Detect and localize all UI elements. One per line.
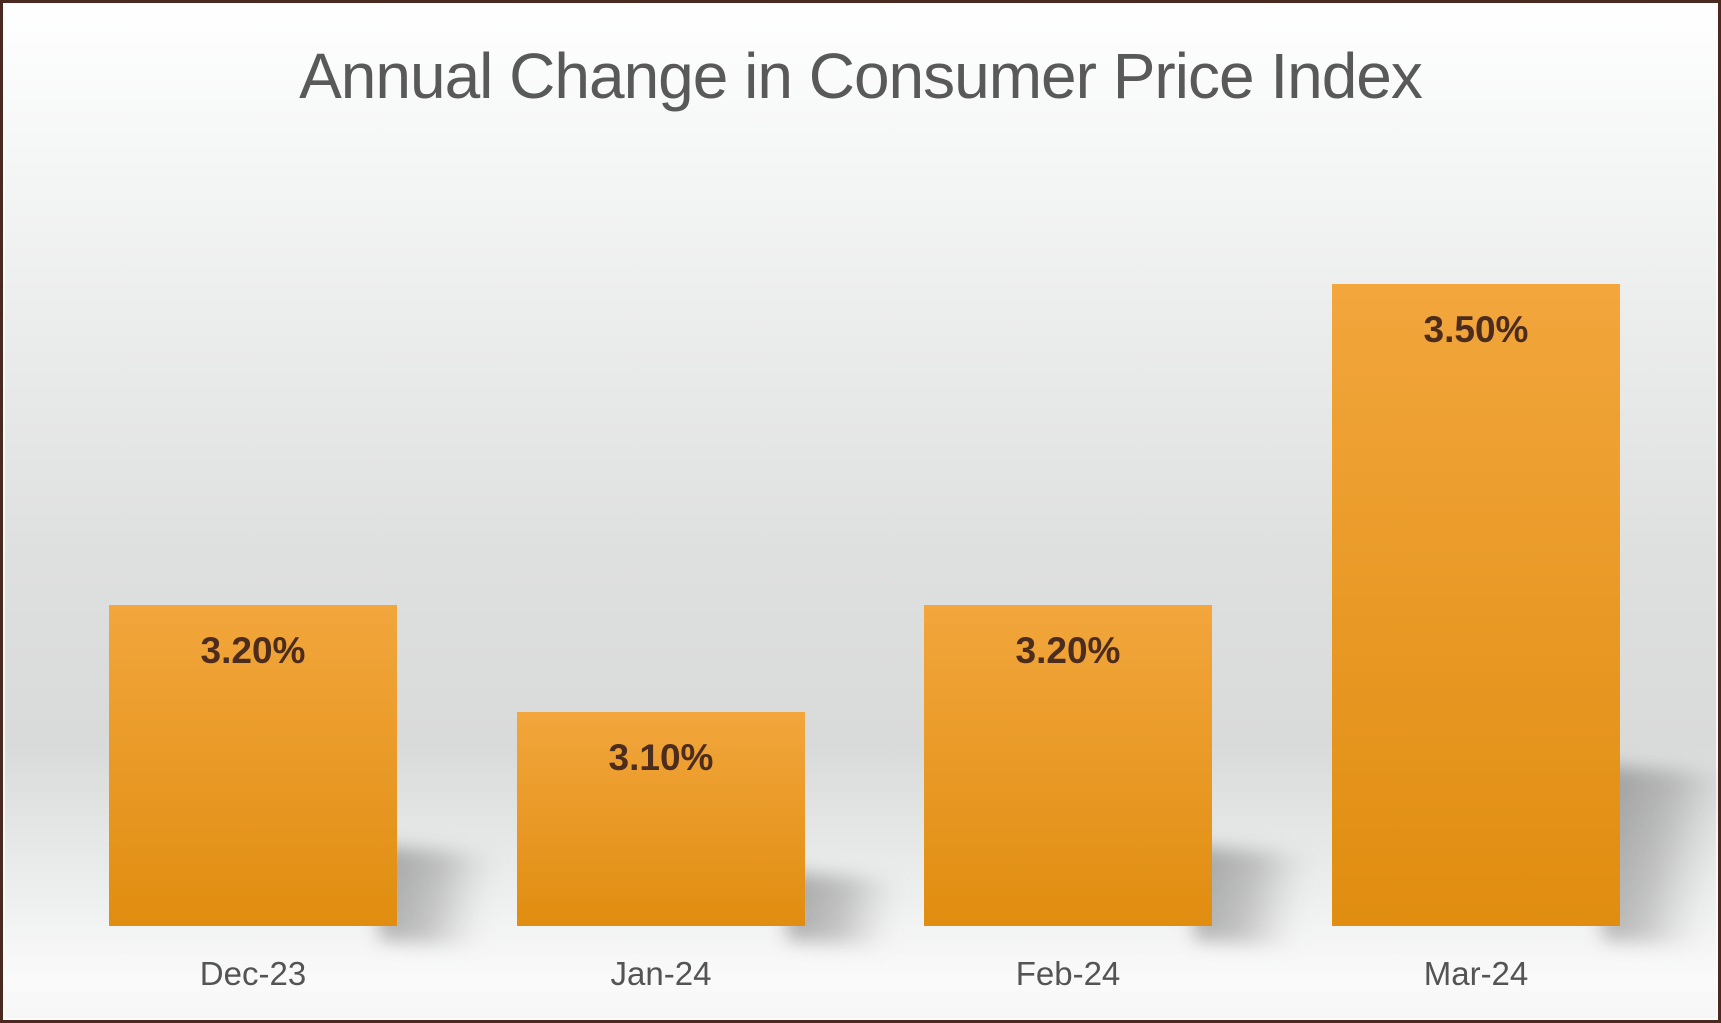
- bar-shadow: [379, 846, 511, 950]
- bar-value-label: 3.20%: [1015, 630, 1121, 671]
- bar-value-label: 3.10%: [608, 737, 714, 778]
- x-axis-label-feb-24: Feb-24: [1015, 955, 1121, 992]
- plot-area: 3.20% Dec-23 3.10% Jan-24 3.20% Feb-24 3…: [3, 3, 1718, 1020]
- bar-group-feb-24: 3.20% Feb-24: [924, 3, 1326, 1020]
- bar-dec-23: 3.20%: [109, 605, 397, 926]
- bar-shadow: [787, 872, 919, 950]
- bar-group-jan-24: 3.10% Jan-24: [517, 3, 919, 1020]
- chart-title: Annual Change in Consumer Price Index: [299, 40, 1423, 112]
- x-axis-label-jan-24: Jan-24: [610, 955, 712, 992]
- bar-value-label: 3.50%: [1423, 309, 1529, 350]
- bar-value-label: 3.20%: [200, 630, 306, 671]
- bar-group-dec-23: 3.20% Dec-23: [109, 3, 511, 1020]
- bar-feb-24: 3.20%: [924, 605, 1212, 926]
- bar-mar-24: 3.50%: [1332, 284, 1620, 926]
- bar-shadow: [1194, 846, 1326, 950]
- bar-jan-24: 3.10%: [517, 712, 805, 926]
- bar-group-mar-24: 3.50% Mar-24: [1332, 3, 1718, 1020]
- x-axis-label-mar-24: Mar-24: [1423, 955, 1529, 992]
- x-axis-label-dec-23: Dec-23: [199, 955, 307, 992]
